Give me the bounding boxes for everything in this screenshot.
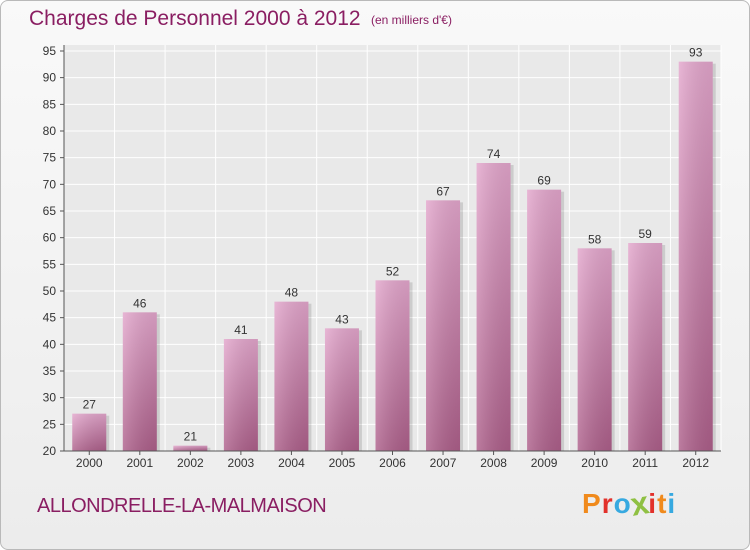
bars [72,61,716,452]
y-tick-label: 70 [43,177,57,191]
data-label: 41 [234,323,248,337]
x-tick-label: 2007 [430,456,457,470]
data-label: 43 [335,312,349,326]
bar-2000 [72,413,110,451]
logo-letter: t [657,488,668,519]
x-tick-label: 2000 [76,456,103,470]
x-tick-label: 2002 [177,456,204,470]
bar-shine [274,301,309,451]
axes: 20 25 30 35 40 45 50 55 60 65 70 75 80 85 90 95 2000 2001… [43,44,721,470]
bar-shine [375,280,410,451]
bar-shine [628,243,663,451]
data-label: 46 [133,296,147,310]
bar-2010 [577,248,615,451]
logo-letter: o [613,488,632,519]
bar-2011 [628,243,666,451]
bar-2001 [122,312,160,451]
bar-shine [72,413,107,451]
bar-2008 [476,163,514,451]
bar-2002 [173,445,211,451]
x-tick-label: 2001 [126,456,153,470]
bar-shine [678,61,713,452]
proxiti-logo[interactable]: Proxiti [582,484,677,522]
bar-shine [577,248,612,451]
bar-shine [527,189,562,451]
labels: 27 46 21 41 48 43 52 67 74 69 58 59 93 [83,46,703,444]
x-tick-label: 2012 [682,456,709,470]
y-tick-label: 30 [43,391,57,405]
bar-2004 [274,301,312,451]
chart-unit: (en milliers d'€) [371,13,452,27]
x-tick-label: 2003 [228,456,255,470]
bar-2003 [223,339,261,451]
y-tick-label: 60 [43,231,57,245]
bar-shine [426,200,461,451]
data-label: 74 [487,147,501,161]
bar-2007 [426,200,464,451]
y-tick-label: 20 [43,444,57,458]
x-tick-label: 2008 [480,456,507,470]
y-tick-label: 50 [43,284,57,298]
data-label: 69 [537,174,551,188]
y-tick-label: 90 [43,71,57,85]
x-tick-label: 2005 [329,456,356,470]
chart-title: Charges de Personnel 2000 à 2012 [29,7,361,30]
y-tick-label: 35 [43,364,57,378]
x-tick-label: 2010 [581,456,608,470]
x-tick-label: 2006 [379,456,406,470]
x-tick-label: 2004 [278,456,305,470]
bar-2006 [375,280,413,451]
data-label: 67 [436,184,450,198]
data-label: 58 [588,232,602,246]
bar-shine [223,339,258,451]
data-label: 59 [639,227,653,241]
x-tick-label: 2009 [531,456,558,470]
logo-letter: i [667,488,677,519]
logo-letter: i [648,488,658,519]
y-tick-label: 40 [43,337,57,351]
y-tick-label: 65 [43,204,57,218]
x-tick-label: 2011 [632,456,658,470]
logo-letter: r [601,488,614,519]
y-tick-label: 85 [43,97,57,111]
bar-shine [324,328,359,451]
commune-name: ALLONDRELLE-LA-MALMAISON [37,495,327,517]
y-tick-label: 95 [43,44,57,58]
data-label: 27 [83,398,97,412]
y-tick-label: 75 [43,151,57,165]
data-label: 48 [285,286,299,300]
y-tick-label: 80 [43,124,57,138]
bar-shine [173,445,208,451]
bar-2009 [527,189,565,451]
logo-letter: P [582,488,602,519]
data-label: 52 [386,264,400,278]
bar-shine [476,163,511,451]
y-tick-label: 25 [43,417,57,431]
bar-2012 [678,61,716,452]
data-label: 93 [689,46,703,60]
bar-2005 [324,328,362,451]
y-tick-label: 45 [43,311,57,325]
data-label: 21 [184,430,198,444]
bar-shine [122,312,157,451]
y-tick-label: 55 [43,257,57,271]
